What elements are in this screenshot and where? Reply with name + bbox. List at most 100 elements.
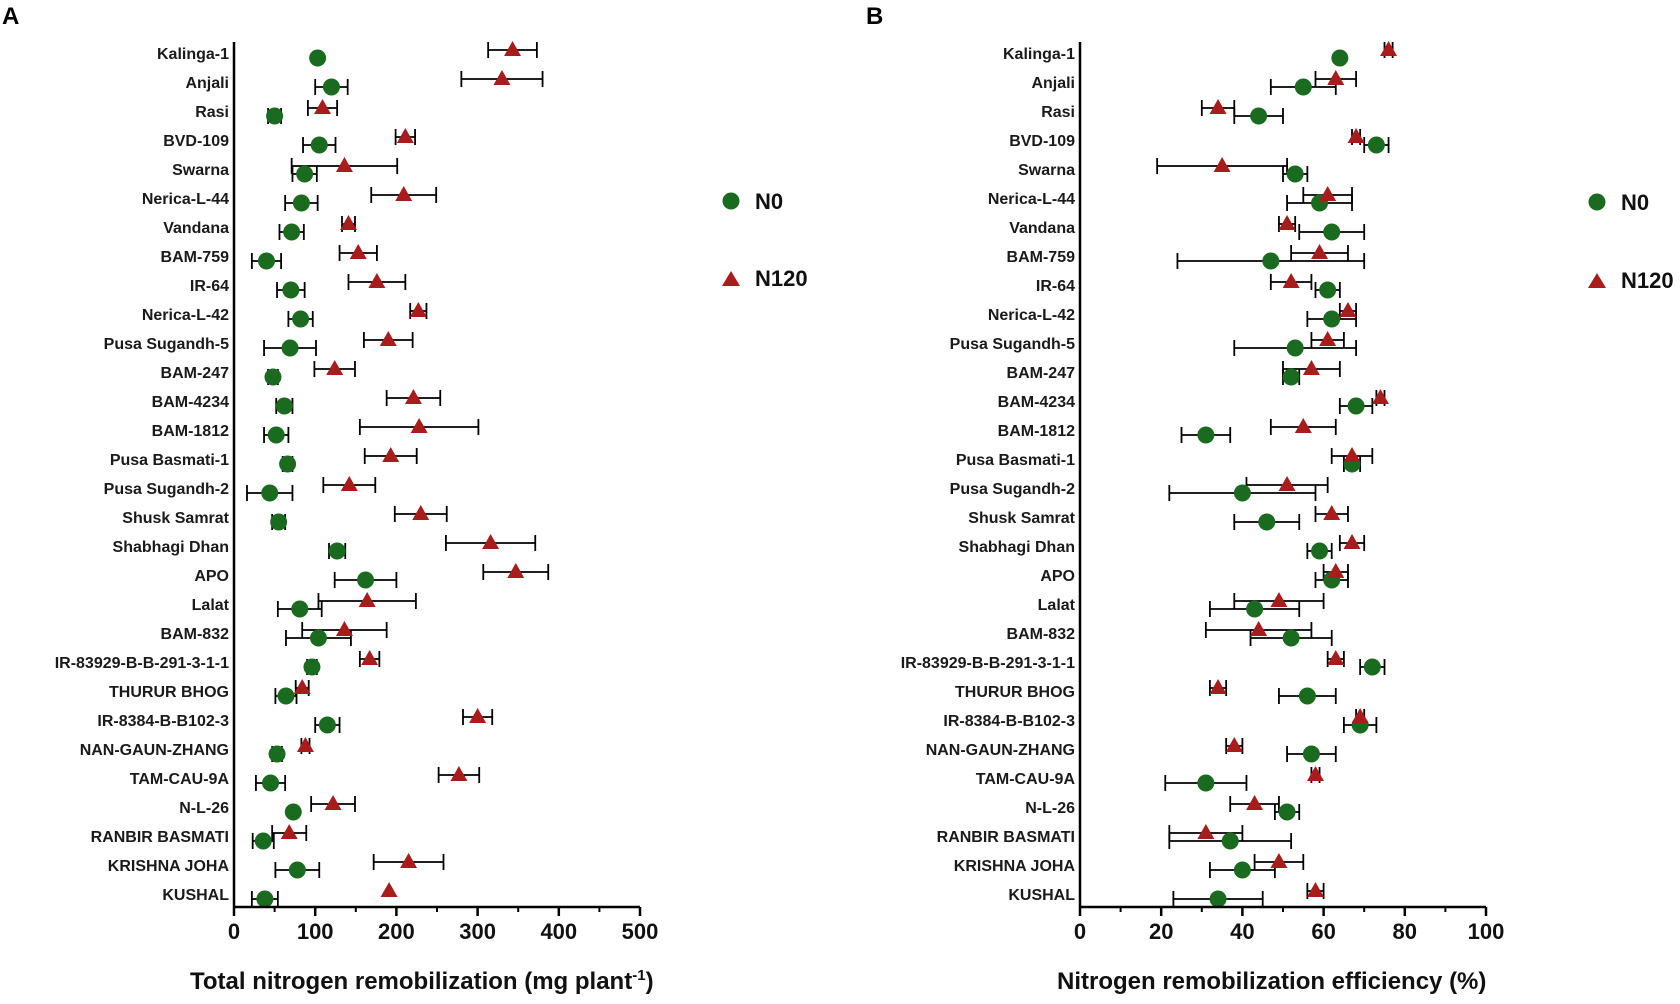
- legend-n120-label-b: N120: [1621, 268, 1674, 293]
- point-n120: [280, 824, 298, 839]
- point-n0: [1323, 223, 1341, 241]
- point-n0: [261, 484, 279, 502]
- point-n120: [410, 418, 428, 433]
- point-n120: [450, 766, 468, 781]
- point-n120: [469, 708, 487, 723]
- panel-b-category-label: Swarna: [1018, 162, 1075, 179]
- point-n0: [1282, 368, 1300, 386]
- point-n0: [270, 513, 288, 531]
- panel-b-x-tick-label: 40: [1230, 919, 1254, 944]
- point-n0: [1250, 107, 1268, 125]
- point-n120: [340, 476, 358, 491]
- point-n0: [1367, 136, 1385, 154]
- panel-b: B Kalinga-1 Anjali Rasi BVD-109 Swarna Nerica…: [866, 3, 1674, 995]
- legend-n0-marker-a: [722, 192, 740, 210]
- panel-b-x-tick-label: 20: [1149, 919, 1173, 944]
- panel-b-category-label: Rasi: [1041, 104, 1075, 121]
- panel-a-x-tick-label: 300: [459, 919, 496, 944]
- panel-a-category-label: IR-83929-B-B-291-3-1-1: [55, 655, 229, 672]
- panel-b-category-label: APO: [1040, 568, 1075, 585]
- panel-b-legend: N0 N120: [1588, 190, 1674, 293]
- point-n120: [1250, 621, 1268, 636]
- point-n120: [1246, 795, 1264, 810]
- panel-a-category-label: BAM-247: [161, 365, 230, 382]
- panel-a-category-label: NAN-GAUN-ZHANG: [80, 742, 229, 759]
- panel-b-category-label: Pusa Basmati-1: [956, 452, 1075, 469]
- point-n0: [310, 136, 328, 154]
- point-n0: [1286, 339, 1304, 357]
- point-n120: [293, 679, 311, 694]
- point-n120: [409, 302, 427, 317]
- panel-b-category-label: Shabhagi Dhan: [959, 539, 1075, 556]
- point-n120: [1294, 418, 1312, 433]
- point-n0: [262, 774, 280, 792]
- point-n120: [380, 882, 398, 897]
- panel-a-category-label: Rasi: [195, 104, 229, 121]
- panel-b-category-label: Nerica-L-42: [988, 307, 1075, 324]
- point-n120: [504, 41, 522, 56]
- point-n0: [1347, 397, 1365, 415]
- point-n120: [493, 70, 511, 85]
- point-n120: [1270, 592, 1288, 607]
- point-n0: [1262, 252, 1280, 270]
- point-n0: [1233, 861, 1251, 879]
- panel-a-category-label: Shabhagi Dhan: [113, 539, 229, 556]
- point-n120: [335, 157, 353, 172]
- point-n120: [1278, 215, 1296, 230]
- point-n120: [1311, 244, 1329, 259]
- point-n0: [1331, 49, 1349, 67]
- point-n120: [1347, 128, 1365, 143]
- panel-b-category-label: N-L-26: [1025, 800, 1075, 817]
- panel-a-category-label: Nerica-L-44: [142, 191, 229, 208]
- panel-a-category-label: BAM-759: [161, 249, 230, 266]
- point-n120: [1209, 679, 1227, 694]
- point-n0: [266, 107, 284, 125]
- point-n0: [268, 745, 286, 763]
- point-n120: [1339, 302, 1357, 317]
- panel-a-category-label: Anjali: [185, 75, 229, 92]
- point-n120: [404, 389, 422, 404]
- panel-a-legend: N0 N120: [722, 189, 808, 291]
- point-n120: [1343, 447, 1361, 462]
- point-n0: [1298, 687, 1316, 705]
- panel-a-category-label: Kalinga-1: [157, 46, 229, 63]
- legend-n120-label-a: N120: [755, 266, 808, 291]
- legend-n0-label-a: N0: [755, 189, 783, 214]
- point-n120: [1306, 882, 1324, 897]
- panel-a-category-label: Pusa Sugandh-5: [104, 336, 229, 353]
- point-n120: [379, 331, 397, 346]
- panel-b-x-tick-label: 80: [1393, 919, 1417, 944]
- panel-a-category-label: Nerica-L-42: [142, 307, 229, 324]
- point-n0: [279, 455, 297, 473]
- panel-a: A Kalinga-1 Anjali Rasi BVD-109 Swarna Nerica…: [2, 3, 808, 995]
- point-n120: [361, 650, 379, 665]
- point-n120: [339, 215, 357, 230]
- point-n0: [277, 687, 295, 705]
- point-n120: [296, 737, 314, 752]
- panel-a-category-label: KRISHNA JOHA: [108, 858, 230, 875]
- point-n120: [1306, 766, 1324, 781]
- point-n0: [1197, 426, 1215, 444]
- point-n0: [1209, 890, 1227, 908]
- panel-a-category-label: BAM-832: [161, 626, 230, 643]
- point-n120: [395, 186, 413, 201]
- point-n0: [288, 861, 306, 879]
- panel-a-category-label: IR-64: [190, 278, 229, 295]
- point-n0: [267, 426, 285, 444]
- point-n0: [1286, 165, 1304, 183]
- legend-n120-marker-b: [1588, 273, 1606, 288]
- point-n0: [1363, 658, 1381, 676]
- point-n120: [1351, 708, 1369, 723]
- panel-b-category-label: RANBIR BASMATI: [937, 829, 1075, 846]
- point-n120: [507, 563, 525, 578]
- panel-b-category-label: BAM-759: [1007, 249, 1076, 266]
- point-n120: [482, 534, 500, 549]
- point-n0: [1323, 310, 1341, 328]
- point-n0: [309, 629, 327, 647]
- panel-a-x-tick-label: 400: [540, 919, 577, 944]
- panel-b-category-label: IR-8384-B-B102-3: [943, 713, 1075, 730]
- panel-b-x-axis-title: Nitrogen remobilization efficiency (%): [1057, 968, 1486, 995]
- point-n0: [284, 803, 302, 821]
- point-n0: [254, 832, 272, 850]
- point-n0: [291, 600, 309, 618]
